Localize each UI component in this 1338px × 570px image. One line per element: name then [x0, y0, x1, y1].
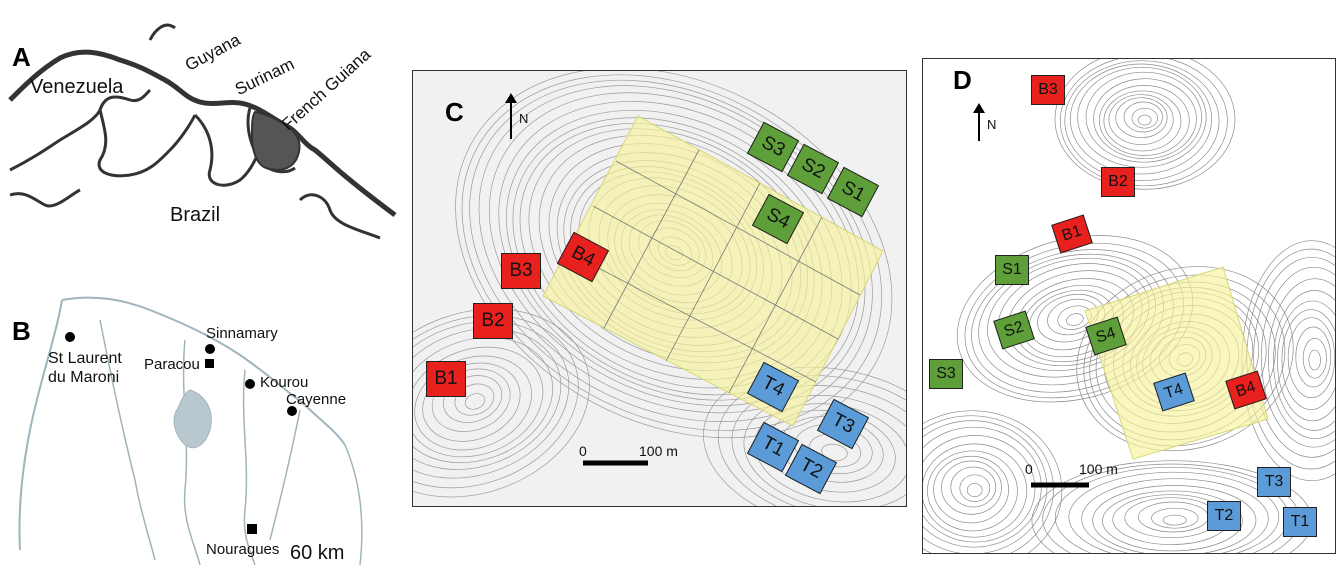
label-nouragues: Nouragues — [206, 541, 280, 558]
scale-start-d: 0 — [1025, 461, 1033, 477]
scale-end-d: 100 m — [1079, 461, 1118, 477]
panel-a-map: A Venezuela Guyana Surinam French Guiana… — [0, 0, 400, 240]
plot-c-b3: B3 — [501, 253, 541, 289]
scale-end-c: 100 m — [639, 443, 678, 459]
plot-d-b2: B2 — [1101, 167, 1135, 197]
panel-d-letter: D — [953, 65, 972, 95]
north-label-d: N — [987, 117, 997, 132]
panel-c-zone — [505, 93, 884, 466]
panel-a-letter: A — [12, 42, 31, 72]
label-st-laurent: St Laurent — [48, 350, 122, 367]
north-label-c: N — [519, 111, 529, 126]
scale-label-60km: 60 km — [290, 542, 345, 564]
plot-c-b1: B1 — [426, 361, 466, 397]
panel-d-zone — [973, 103, 1269, 488]
label-sinnamary: Sinnamary — [206, 325, 278, 342]
panel-b-letter: B — [12, 316, 31, 346]
label-cayenne: Cayenne — [286, 391, 347, 408]
label-paracou: Paracou — [144, 356, 200, 373]
label-kourou: Kourou — [260, 374, 309, 391]
plot-d-s3: S3 — [929, 359, 963, 389]
label-venezuela: Venezuela — [30, 76, 124, 98]
plot-d-b3: B3 — [1031, 75, 1065, 105]
panel-c-letter: C — [445, 97, 464, 127]
label-du-maroni: du Maroni — [48, 369, 120, 386]
plot-d-t1: T1 — [1283, 507, 1317, 537]
scale-start-c: 0 — [579, 443, 587, 459]
label-brazil: Brazil — [170, 204, 221, 226]
plot-d-t3: T3 — [1257, 467, 1291, 497]
panel-a-outline — [8, 23, 397, 240]
plot-c-b2: B2 — [473, 303, 513, 339]
plot-d-s1: S1 — [995, 255, 1029, 285]
panel-b-outline — [18, 296, 363, 566]
panel-c-map: C N 0 100 m S3 S2 S1 S4 B3 B4 B2 B1 T4 T… — [412, 70, 907, 507]
panel-b-map: B St Laurent du Maroni Sinnamary Paracou… — [0, 280, 400, 570]
plot-d-t2: T2 — [1207, 501, 1241, 531]
panel-d-map: D N 0 100 m B3 B2 B1 S1 S2 S4 S3 T4 B4 T… — [922, 58, 1336, 554]
